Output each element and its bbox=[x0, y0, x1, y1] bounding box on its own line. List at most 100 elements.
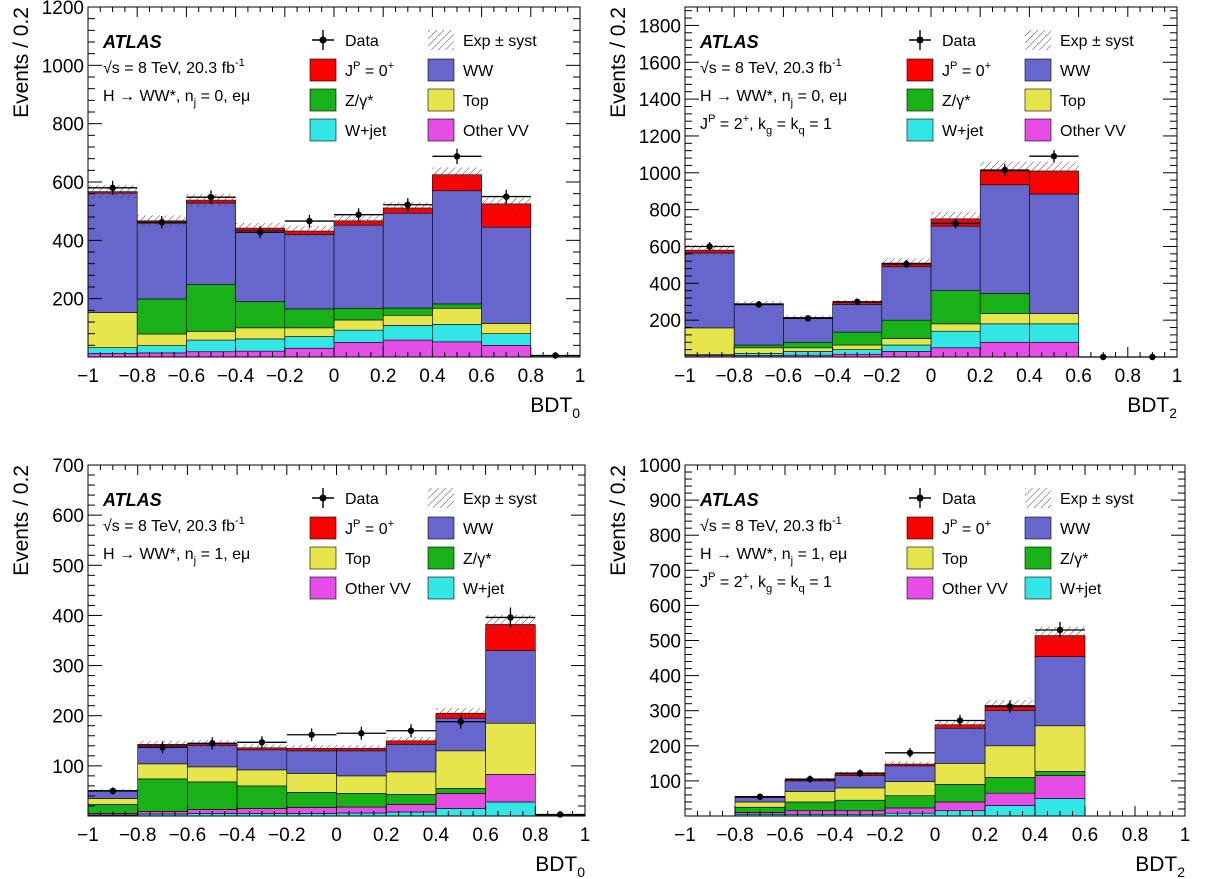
legend-entry-unc: Exp ± syst bbox=[428, 488, 537, 508]
bar-top-bin-3 bbox=[235, 327, 286, 340]
bar-wjet-bin-8 bbox=[481, 333, 532, 346]
bar-top-bin-5 bbox=[930, 323, 981, 332]
legend-swatch-zg bbox=[1024, 546, 1052, 570]
x-tick-label: 0.8 bbox=[1122, 825, 1148, 846]
channel-label: H → WW*, nj = 1, eμ bbox=[103, 546, 250, 567]
legend-label-vv: Other VV bbox=[345, 581, 411, 598]
x-tick-label: −1 bbox=[674, 825, 696, 846]
bar-wjet-bin-7 bbox=[1029, 323, 1079, 343]
bar-ww-bin-3 bbox=[834, 775, 886, 789]
experiment-label: ATLAS bbox=[102, 32, 162, 52]
legend-swatch-ww bbox=[427, 58, 455, 82]
energy-label: √s = 8 TeV, 20.3 fb-1 bbox=[700, 57, 842, 77]
data-point-bin-2 bbox=[804, 315, 812, 322]
legend-entry-zg: Z/γ* bbox=[427, 546, 491, 570]
bar-wjet-bin-6 bbox=[979, 323, 1030, 343]
data-point-bin-7 bbox=[457, 718, 464, 725]
data-point-bin-4 bbox=[906, 749, 914, 757]
spin-hypothesis-label: JP​ = 2+​, kg​ = kq​ = 1 bbox=[700, 113, 832, 137]
x-tick-label: 0.4 bbox=[419, 366, 446, 387]
legend-label-data: Data bbox=[345, 33, 379, 50]
x-tick-label: 0 bbox=[329, 366, 340, 387]
legend-entry-ww: WW bbox=[1024, 58, 1091, 82]
bar-ww-bin-2 bbox=[186, 202, 236, 285]
legend-entry-top: Top bbox=[309, 546, 371, 570]
x-tick-label: 0 bbox=[926, 366, 937, 387]
x-tick-label: −0.8 bbox=[119, 825, 157, 846]
bar-zg-bin-2 bbox=[186, 284, 236, 332]
legend-label-unc: Exp ± syst bbox=[463, 33, 537, 50]
bar-top-bin-3 bbox=[832, 344, 883, 350]
bar-top-bin-2 bbox=[784, 791, 836, 803]
y-tick-label: 800 bbox=[52, 115, 84, 136]
legend-entry-top: Top bbox=[906, 546, 968, 570]
bar-zg-bin-5 bbox=[934, 784, 986, 803]
data-point-bin-7 bbox=[1050, 153, 1058, 160]
bar-zg-bin-6 bbox=[385, 794, 437, 805]
x-tick-label: −0.2 bbox=[268, 825, 306, 846]
bar-wjet-bin-4 bbox=[284, 336, 335, 349]
legend-entry-sig: JP​ = 0+​ bbox=[309, 58, 394, 82]
legend-label-ww: WW bbox=[463, 521, 494, 538]
legend-swatch-wjet bbox=[906, 118, 934, 142]
data-point-bin-1 bbox=[158, 219, 165, 226]
bar-wjet-bin-5 bbox=[333, 329, 384, 343]
data-point-bin-3 bbox=[856, 769, 864, 777]
bar-ww-bin-4 bbox=[881, 266, 932, 321]
legend-swatch-ww bbox=[1024, 58, 1052, 82]
bar-top-bin-6 bbox=[385, 771, 437, 795]
x-tick-label: 1 bbox=[1172, 366, 1183, 387]
experiment-label: ATLAS bbox=[102, 490, 162, 510]
y-tick-label: 600 bbox=[52, 173, 84, 194]
uncertainty-band-bin-8 bbox=[481, 197, 531, 210]
bar-top-bin-2 bbox=[187, 766, 238, 783]
bar-vv-bin-7 bbox=[1034, 775, 1086, 799]
legend-swatch-zg bbox=[427, 546, 455, 570]
bar-vv-bin-7 bbox=[435, 793, 486, 809]
legend-label-vv: Other VV bbox=[1060, 123, 1126, 140]
spin-hypothesis-label: JP​ = 2+​, kg​ = kq​ = 1 bbox=[700, 571, 832, 595]
data-point-bin-1 bbox=[755, 301, 762, 308]
data-point-bin-2 bbox=[209, 740, 216, 747]
x-tick-label: 0.6 bbox=[468, 366, 494, 387]
legend-entry-wjet: W+jet bbox=[1024, 576, 1102, 600]
legend-label-zg: Z/γ* bbox=[1060, 551, 1088, 568]
bar-ww-bin-5 bbox=[333, 224, 384, 309]
bar-zg-bin-4 bbox=[286, 792, 337, 808]
legend-label-top: Top bbox=[345, 551, 371, 568]
data-point-bin-3 bbox=[258, 739, 266, 746]
bar-ww-bin-8 bbox=[481, 226, 532, 324]
data-point-bin-5 bbox=[358, 730, 365, 737]
data-point-bin-0 bbox=[706, 243, 713, 250]
bar-ww-bin-5 bbox=[934, 727, 986, 764]
legend-label-top: Top bbox=[942, 551, 968, 568]
bar-ww-bin-2 bbox=[783, 318, 833, 343]
x-tick-label: 0.4 bbox=[423, 825, 450, 846]
legend-label-wjet: W+jet bbox=[345, 123, 387, 140]
bar-ww-bin-6 bbox=[984, 710, 1036, 747]
x-tick-label: −0.2 bbox=[866, 825, 904, 846]
data-point-bin-7 bbox=[453, 153, 461, 160]
y-tick-label: 600 bbox=[649, 237, 681, 258]
legend-entry-data: Data bbox=[312, 30, 379, 50]
panel-3: −1 −0.8 −0.6 −0.4 −0.2 0 0.2 0.4 0.6 0.8 1 100 200 30… bbox=[10, 456, 590, 879]
bar-ww-bin-1 bbox=[136, 222, 187, 300]
bar-zg-bin-2 bbox=[783, 341, 833, 349]
uncertainty-band-bin-4 bbox=[885, 761, 935, 767]
bar-wjet-bin-6 bbox=[382, 325, 433, 341]
bar-zg-bin-4 bbox=[881, 319, 932, 339]
bar-top-bin-7 bbox=[435, 750, 486, 789]
y-tick-label: 600 bbox=[52, 506, 84, 527]
x-tick-label: 0.2 bbox=[967, 366, 993, 387]
y-tick-label: 1000 bbox=[639, 164, 681, 185]
legend-data-marker bbox=[319, 36, 327, 44]
x-tick-label: 1 bbox=[580, 825, 591, 846]
bar-top-bin-4 bbox=[286, 773, 337, 793]
legend-swatch-vv bbox=[906, 576, 934, 600]
channel-label: H → WW*, nj = 0, eμ bbox=[103, 88, 250, 109]
legend-label-top: Top bbox=[1060, 93, 1086, 110]
legend-entry-vv: Other VV bbox=[427, 118, 529, 142]
y-tick-label: 200 bbox=[649, 311, 681, 332]
data-point-bin-6 bbox=[404, 201, 411, 208]
bar-top-bin-0 bbox=[684, 327, 735, 355]
